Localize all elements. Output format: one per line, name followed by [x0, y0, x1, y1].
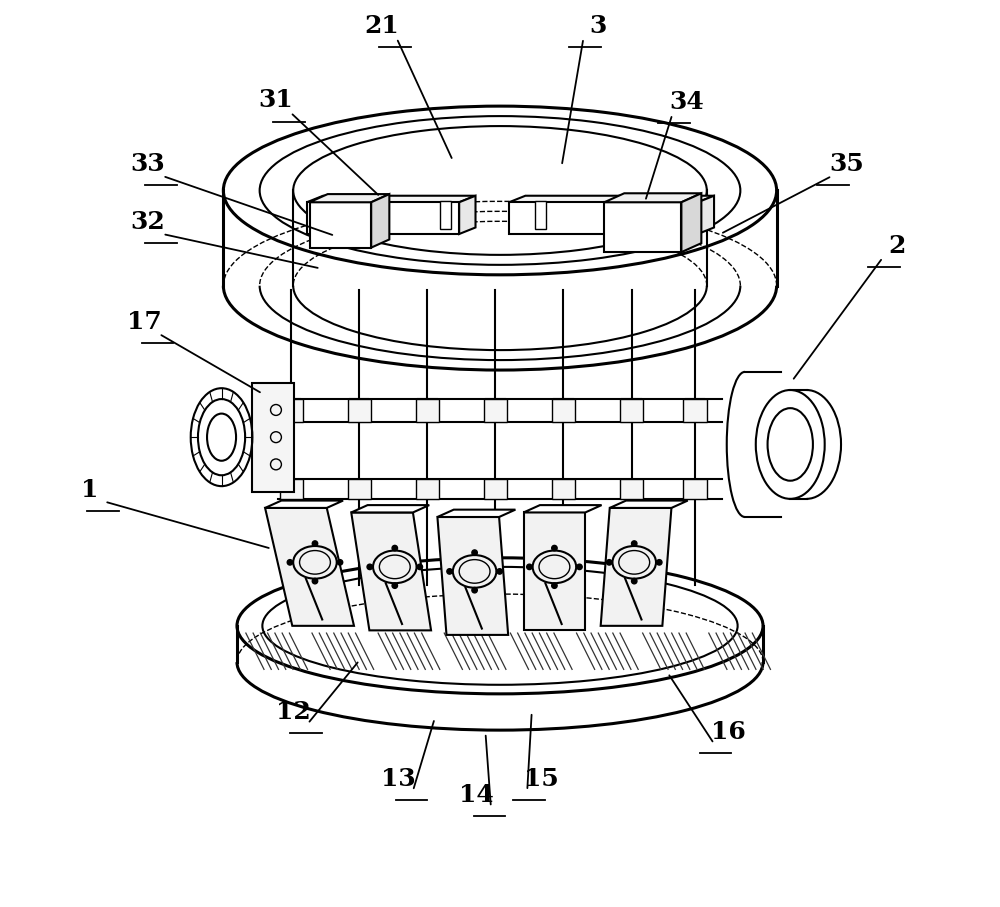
Circle shape — [312, 541, 318, 546]
Circle shape — [367, 564, 372, 570]
Polygon shape — [437, 510, 515, 517]
Circle shape — [447, 569, 452, 574]
Polygon shape — [509, 202, 698, 234]
Polygon shape — [307, 202, 459, 234]
Circle shape — [497, 569, 502, 574]
Text: 32: 32 — [131, 210, 165, 234]
Polygon shape — [416, 479, 439, 499]
Circle shape — [552, 583, 557, 589]
Circle shape — [337, 560, 343, 565]
Text: 35: 35 — [829, 152, 864, 176]
Text: 2: 2 — [889, 234, 906, 258]
Polygon shape — [351, 505, 429, 512]
Polygon shape — [620, 479, 643, 499]
Text: 15: 15 — [524, 767, 559, 791]
Polygon shape — [552, 479, 575, 499]
Text: 1: 1 — [81, 478, 99, 502]
Polygon shape — [604, 202, 681, 252]
Polygon shape — [252, 383, 294, 492]
Circle shape — [392, 545, 398, 551]
Text: 31: 31 — [259, 89, 293, 112]
Polygon shape — [416, 399, 439, 422]
Circle shape — [287, 560, 293, 565]
Polygon shape — [509, 196, 714, 202]
Polygon shape — [683, 399, 707, 422]
Polygon shape — [524, 512, 585, 630]
Polygon shape — [484, 399, 507, 422]
Polygon shape — [604, 193, 701, 202]
Text: 33: 33 — [131, 152, 165, 176]
Circle shape — [527, 564, 532, 570]
Polygon shape — [265, 501, 343, 508]
Text: 34: 34 — [669, 91, 704, 114]
Polygon shape — [635, 201, 646, 229]
Polygon shape — [265, 508, 354, 626]
Polygon shape — [535, 201, 546, 229]
Text: 3: 3 — [589, 15, 607, 38]
Circle shape — [657, 560, 662, 565]
Circle shape — [552, 545, 557, 551]
Text: 12: 12 — [276, 700, 311, 724]
Polygon shape — [440, 201, 451, 229]
Text: 21: 21 — [365, 15, 399, 38]
Polygon shape — [620, 399, 643, 422]
Polygon shape — [601, 508, 671, 626]
Polygon shape — [552, 399, 575, 422]
Circle shape — [632, 541, 637, 546]
Text: 16: 16 — [711, 720, 746, 744]
Polygon shape — [345, 201, 356, 229]
Circle shape — [577, 564, 582, 570]
Text: 13: 13 — [381, 767, 416, 791]
Circle shape — [632, 579, 637, 584]
Polygon shape — [610, 501, 688, 508]
Polygon shape — [484, 479, 507, 499]
Polygon shape — [698, 196, 714, 234]
Circle shape — [417, 564, 423, 570]
Circle shape — [472, 550, 477, 555]
Polygon shape — [348, 399, 371, 422]
Polygon shape — [351, 512, 431, 630]
Polygon shape — [280, 479, 303, 499]
Polygon shape — [437, 517, 508, 635]
Circle shape — [392, 583, 398, 589]
Polygon shape — [371, 194, 389, 248]
Polygon shape — [348, 479, 371, 499]
Polygon shape — [683, 479, 707, 499]
Polygon shape — [459, 196, 476, 234]
Circle shape — [312, 579, 318, 584]
Polygon shape — [681, 193, 701, 252]
Polygon shape — [524, 505, 602, 512]
Circle shape — [472, 588, 477, 593]
Circle shape — [606, 560, 612, 565]
Polygon shape — [280, 399, 303, 422]
Text: 14: 14 — [459, 784, 494, 807]
Polygon shape — [310, 194, 389, 202]
Polygon shape — [307, 196, 476, 202]
Polygon shape — [310, 202, 371, 248]
Text: 17: 17 — [127, 310, 162, 334]
